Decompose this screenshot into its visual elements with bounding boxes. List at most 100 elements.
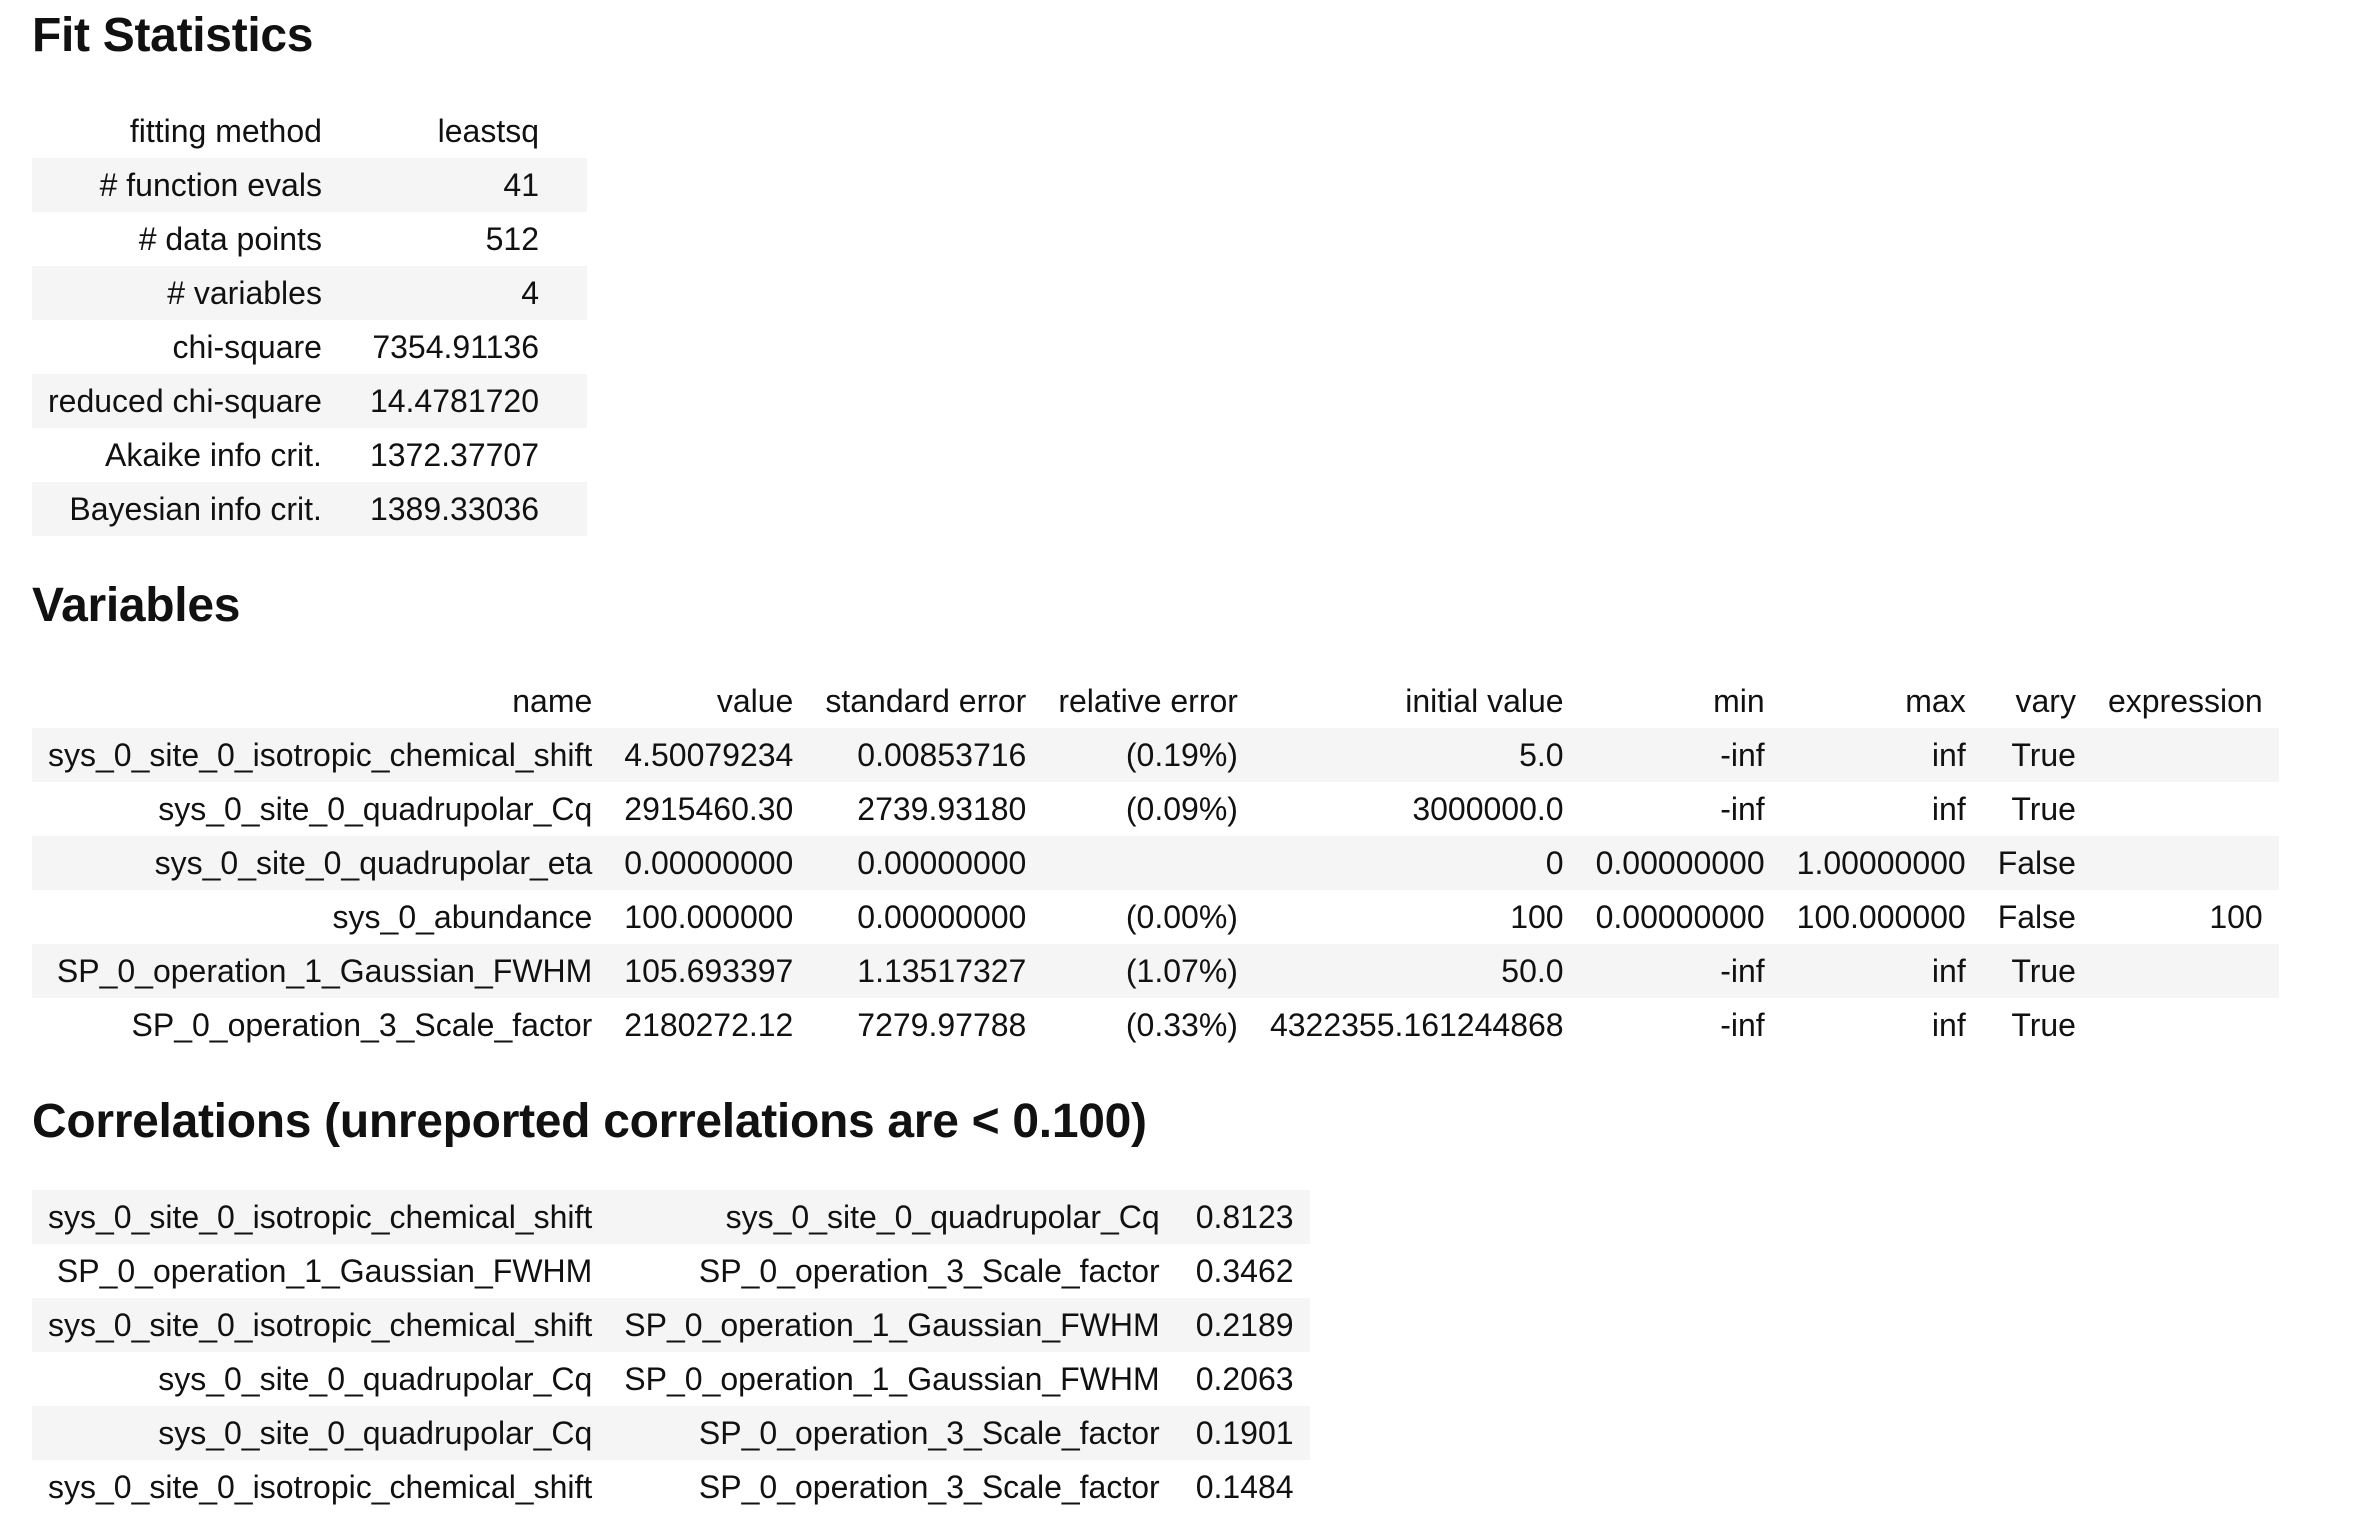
- variable-min-cell: 0.00000000: [1595, 844, 1765, 881]
- variable-name-cell: sys_0_site_0_quadrupolar_eta: [154, 844, 593, 881]
- fit-statistic-row: chi-square 7354.91136: [32, 320, 587, 374]
- variable-standard-error-cell: 0.00853716: [857, 736, 1027, 773]
- variable-expression-cell: [2092, 728, 2279, 782]
- fit-statistic-label: # variables: [167, 274, 322, 311]
- correlation-value: 0.2063: [1195, 1360, 1294, 1397]
- column-header-max: max: [1905, 682, 1966, 719]
- variable-name-cell: SP_0_operation_3_Scale_factor: [131, 1006, 593, 1043]
- fit-statistic-value: 1372.37707: [369, 436, 539, 473]
- correlations-heading: Correlations (unreported correlations ar…: [32, 1095, 1147, 1148]
- fit-statistics-heading: Fit Statistics: [32, 9, 314, 62]
- column-header-expression: expression: [2107, 682, 2263, 719]
- fit-statistic-value: 1389.33036: [369, 490, 539, 527]
- variable-name-cell: SP_0_operation_1_Gaussian_FWHM: [56, 952, 593, 989]
- fit-statistic-value: 7354.91136: [372, 328, 539, 365]
- variable-name-cell: sys_0_site_0_quadrupolar_Cq: [158, 790, 593, 827]
- correlation-value: 0.3462: [1195, 1252, 1294, 1289]
- correlation-param-1: SP_0_operation_1_Gaussian_FWHM: [56, 1252, 593, 1289]
- correlation-param-2: SP_0_operation_3_Scale_factor: [698, 1414, 1160, 1451]
- correlation-param-1: sys_0_site_0_isotropic_chemical_shift: [48, 1468, 593, 1505]
- fit-statistic-row: reduced chi-square 14.4781720: [32, 374, 587, 428]
- variable-row: SP_0_operation_1_Gaussian_FWHM 105.693397…: [32, 944, 2279, 998]
- variable-standard-error-cell: 0.00000000: [857, 844, 1027, 881]
- variable-initial-value-cell: 5.0: [1519, 736, 1564, 773]
- correlation-value: 0.1901: [1195, 1414, 1294, 1451]
- variable-initial-value-cell: 3000000.0: [1412, 790, 1564, 827]
- correlation-value: 0.1484: [1195, 1468, 1294, 1505]
- variable-max-cell: inf: [1931, 790, 1966, 827]
- variable-value-cell: 4.50079234: [624, 736, 794, 773]
- variable-value-cell: 0.00000000: [624, 844, 794, 881]
- fit-statistic-label: Bayesian info crit.: [69, 490, 322, 527]
- variable-min-cell: 0.00000000: [1595, 898, 1765, 935]
- variable-value-cell: 2915460.30: [624, 790, 794, 827]
- variable-vary-cell: True: [2011, 1006, 2076, 1043]
- variable-expression-cell: [2092, 944, 2279, 998]
- variable-vary-cell: True: [2011, 736, 2076, 773]
- variables-header-row: name value standard error relative error ini…: [32, 674, 2279, 728]
- column-header-value: value: [716, 682, 794, 719]
- correlation-row: SP_0_operation_1_Gaussian_FWHM SP_0_opera…: [32, 1244, 1310, 1298]
- variable-max-cell: inf: [1931, 1006, 1966, 1043]
- variable-max-cell: 1.00000000: [1796, 844, 1966, 881]
- variable-standard-error-cell: 1.13517327: [857, 952, 1027, 989]
- variable-initial-value-cell: 0: [1545, 844, 1564, 881]
- variable-initial-value-cell: 50.0: [1501, 952, 1564, 989]
- variable-row: sys_0_abundance 100.000000 0.00000000 (0.00…: [32, 890, 2279, 944]
- correlation-row: sys_0_site_0_quadrupolar_Cq SP_0_operatio…: [32, 1352, 1310, 1406]
- variable-value-cell: 100.000000: [624, 898, 794, 935]
- variable-initial-value-cell: 100: [1510, 898, 1564, 935]
- variable-max-cell: inf: [1931, 736, 1966, 773]
- correlation-param-2: SP_0_operation_3_Scale_factor: [698, 1252, 1160, 1289]
- correlation-param-1: sys_0_site_0_quadrupolar_Cq: [158, 1360, 593, 1397]
- fit-statistic-label: chi-square: [172, 328, 322, 365]
- fit-statistic-value: 4: [521, 274, 539, 311]
- variable-vary-cell: True: [2011, 790, 2076, 827]
- correlation-param-1: sys_0_site_0_quadrupolar_Cq: [158, 1414, 593, 1451]
- variable-value-cell: 105.693397: [624, 952, 794, 989]
- correlation-param-2: SP_0_operation_1_Gaussian_FWHM: [624, 1306, 1160, 1343]
- variable-expression-cell: [2092, 836, 2279, 890]
- variable-min-cell: -inf: [1720, 952, 1765, 989]
- column-header-standard-error: standard error: [825, 682, 1027, 719]
- fit-statistic-row: Bayesian info crit. 1389.33036: [32, 482, 587, 536]
- variable-max-cell: 100.000000: [1796, 898, 1966, 935]
- variable-row: sys_0_site_0_quadrupolar_eta 0.00000000 0.…: [32, 836, 2279, 890]
- fit-statistic-row: fitting method leastsq: [32, 104, 587, 158]
- fit-statistic-value: 41: [503, 166, 539, 203]
- variable-standard-error-cell: 2739.93180: [857, 790, 1027, 827]
- correlation-value: 0.8123: [1195, 1198, 1294, 1235]
- variable-vary-cell: True: [2011, 952, 2076, 989]
- fit-statistic-label: Akaike info crit.: [104, 436, 322, 473]
- variable-expression-cell: [2092, 998, 2279, 1052]
- fit-statistic-row: # function evals 41: [32, 158, 587, 212]
- fit-statistic-label: # function evals: [99, 166, 322, 203]
- variable-row: SP_0_operation_3_Scale_factor 2180272.12 7…: [32, 998, 2279, 1052]
- column-header-vary: vary: [2015, 682, 2076, 719]
- correlation-row: sys_0_site_0_isotropic_chemical_shift sys…: [32, 1190, 1310, 1244]
- fit-statistic-row: Akaike info crit. 1372.37707: [32, 428, 587, 482]
- fit-statistic-value: 14.4781720: [369, 382, 539, 419]
- variables-table: name value standard error relative error ini…: [32, 674, 2279, 1052]
- fit-statistics-table: fitting method leastsq # function evals 41 #…: [32, 104, 587, 536]
- variable-row: sys_0_site_0_isotropic_chemical_shift 4.5…: [32, 728, 2279, 782]
- correlation-row: sys_0_site_0_isotropic_chemical_shift SP_…: [32, 1298, 1310, 1352]
- fit-statistic-label: fitting method: [129, 112, 322, 149]
- correlation-row: sys_0_site_0_isotropic_chemical_shift SP_…: [32, 1460, 1310, 1514]
- correlation-row: sys_0_site_0_quadrupolar_Cq SP_0_operatio…: [32, 1406, 1310, 1460]
- variables-heading: Variables: [32, 579, 241, 632]
- correlation-param-2: sys_0_site_0_quadrupolar_Cq: [725, 1198, 1160, 1235]
- fit-statistic-label: # data points: [138, 220, 322, 257]
- correlation-param-2: SP_0_operation_1_Gaussian_FWHM: [624, 1360, 1160, 1397]
- fit-statistic-row: # variables 4: [32, 266, 587, 320]
- variable-name-cell: sys_0_site_0_isotropic_chemical_shift: [48, 736, 593, 773]
- variable-initial-value-cell: 4322355.161244868: [1269, 1006, 1564, 1043]
- variable-vary-cell: False: [1997, 844, 2076, 881]
- column-header-name: name: [512, 682, 593, 719]
- variable-standard-error-cell: 0.00000000: [857, 898, 1027, 935]
- variable-expression-cell: [2092, 782, 2279, 836]
- variable-relative-error-cell: (0.09%): [1125, 790, 1238, 827]
- correlation-param-1: sys_0_site_0_isotropic_chemical_shift: [48, 1306, 593, 1343]
